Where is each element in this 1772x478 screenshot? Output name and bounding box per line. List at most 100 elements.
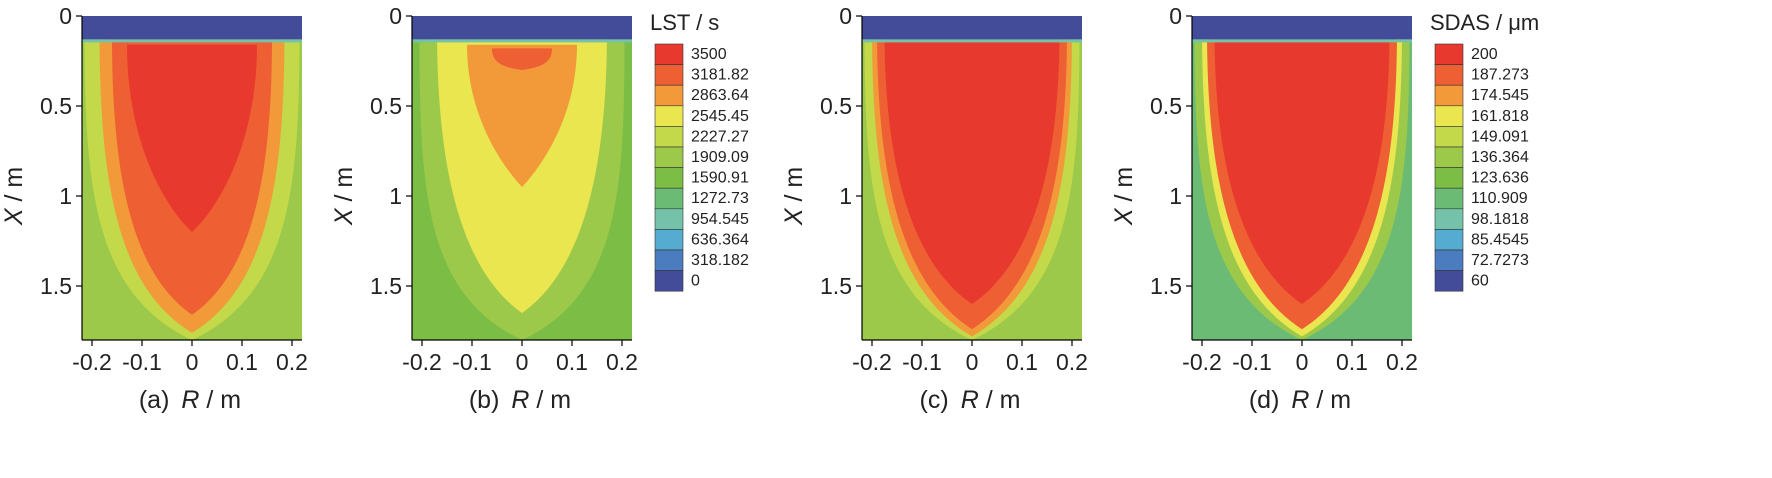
colorbar-legend-1: LST / s 3500 3181.82 2863.64 2545.45 2227.27 1… [650,10,749,292]
panel-caption: (d) R / m [1249,386,1351,414]
panel-caption-prefix: (b) [469,386,500,414]
x-tick-label: 0.2 [276,349,308,375]
legend-level-label: 149.091 [1471,128,1529,145]
contour-chill-layer [82,16,302,40]
x-axis-symbol: R [1291,386,1309,414]
x-tick-label: -0.2 [72,349,112,375]
x-axis-symbol: R [961,386,979,414]
legend-swatch [654,270,684,292]
y-tick-label: 0.5 [1150,93,1182,119]
x-tick-label: 0 [516,349,529,375]
legend-level-label: 187.273 [1471,67,1529,84]
colorbar-legend-2: SDAS / μm 200 187.273 174.545 161.818 149.091… [1430,10,1539,292]
contour-chill-layer [1192,16,1412,40]
legend-swatch [1434,126,1464,148]
legend-level-label: 636.364 [691,231,749,248]
y-tick-label: 0.5 [820,93,852,119]
y-axis-unit: / m [0,167,28,209]
y-axis-label: X / m [0,167,28,226]
legend-level-label: 2863.64 [691,87,749,104]
x-tick-label: -0.1 [902,349,942,375]
legend-swatch [654,84,684,107]
x-tick-label: -0.1 [1232,349,1272,375]
plot-panel-3: -0.2 -0.1 0 0.1 0.200.511.5(c) R / mX / m [780,3,1088,414]
legend-level-label: 954.545 [691,211,749,228]
legend-level-label: 3500 [691,46,727,63]
contour-transition-band [82,39,302,43]
x-axis-symbol: R [181,386,199,414]
panel-caption: (c) R / m [920,386,1021,414]
legend-level-label: 136.364 [1471,149,1529,166]
legend-level-label: 1590.91 [691,170,749,187]
x-tick-label: 0.1 [1006,349,1038,375]
y-tick-label: 0.5 [370,93,402,119]
legend-swatch [654,64,684,86]
contour-core-region [127,44,257,232]
plot-panel-2: -0.2 -0.1 0 0.1 0.200.511.5(b) R / mX / m [330,3,638,414]
y-tick-label: 1 [389,183,402,209]
legend-level-label: 0 [691,273,700,290]
y-tick-label: 1 [59,183,72,209]
legend-swatch [654,126,684,148]
legend-level-label: 123.636 [1471,170,1529,187]
y-tick-label: 0 [59,3,72,29]
legend-level-label: 85.4545 [1471,231,1529,248]
legend-title: LST / s [650,10,719,35]
y-axis-symbol: X [1110,207,1138,226]
y-axis-label: X / m [780,167,808,226]
contour-chill-layer [412,16,632,40]
panel-caption: (a) R / m [139,386,241,414]
panel-caption-prefix: (a) [139,386,170,414]
x-tick-label: -0.2 [1182,349,1222,375]
plot-panel-4: -0.2 -0.1 0 0.1 0.200.511.5(d) R / mX / m [1110,3,1418,414]
x-tick-label: 0.2 [1056,349,1088,375]
legend-swatch [1434,167,1464,189]
legend-swatch [654,249,684,271]
contour-transition-band [862,39,1082,43]
legend-swatch [654,167,684,189]
legend-level-label: 318.182 [691,252,749,269]
legend-swatch [654,43,684,65]
x-tick-label: 0.1 [226,349,258,375]
legend-swatch [1434,43,1464,65]
y-tick-label: 1.5 [1150,273,1182,299]
legend-level-label: 174.545 [1471,87,1529,104]
legend-level-label: 161.818 [1471,108,1529,125]
x-axis-unit: / m [199,386,241,414]
panel-caption: (b) R / m [469,386,571,414]
contour-transition-band [412,39,632,43]
x-tick-label: 0.1 [556,349,588,375]
y-tick-label: 1.5 [40,273,72,299]
plot-panel-1: -0.2 -0.1 0 0.1 0.200.511.5(a) R / mX / m [0,3,308,414]
plot-layer: -0.2 -0.1 0 0.1 0.200.511.5(a) R / mX / m-0.2… [0,3,1418,414]
legend-swatch [654,208,684,230]
y-tick-label: 0 [839,3,852,29]
legend-level-label: 110.909 [1471,190,1528,207]
y-tick-label: 0 [1169,3,1182,29]
y-axis-label: X / m [1110,167,1138,226]
contour-chill-layer [862,16,1082,40]
y-tick-label: 0.5 [40,93,72,119]
legend-swatch [1434,84,1464,107]
x-axis-unit: / m [529,386,571,414]
contour-transition-band [1192,39,1412,43]
x-tick-label: -0.2 [852,349,892,375]
y-axis-symbol: X [780,207,808,226]
legend-level-label: 72.7273 [1471,252,1529,269]
y-tick-label: 0 [389,3,402,29]
legend-swatch [1434,208,1464,230]
legend-swatch [1434,64,1464,86]
legend-swatch [1434,270,1464,292]
x-tick-label: 0.2 [606,349,638,375]
legend-level-label: 98.1818 [1471,211,1529,228]
x-tick-label: -0.2 [402,349,442,375]
x-tick-label: 0.1 [1336,349,1368,375]
x-tick-label: -0.1 [122,349,162,375]
x-tick-label: 0 [186,349,199,375]
legend-swatch [654,187,684,210]
x-tick-label: 0 [1296,349,1309,375]
legend-level-label: 200 [1471,46,1498,63]
x-tick-label: 0.2 [1386,349,1418,375]
contour-core-region [884,30,1060,305]
